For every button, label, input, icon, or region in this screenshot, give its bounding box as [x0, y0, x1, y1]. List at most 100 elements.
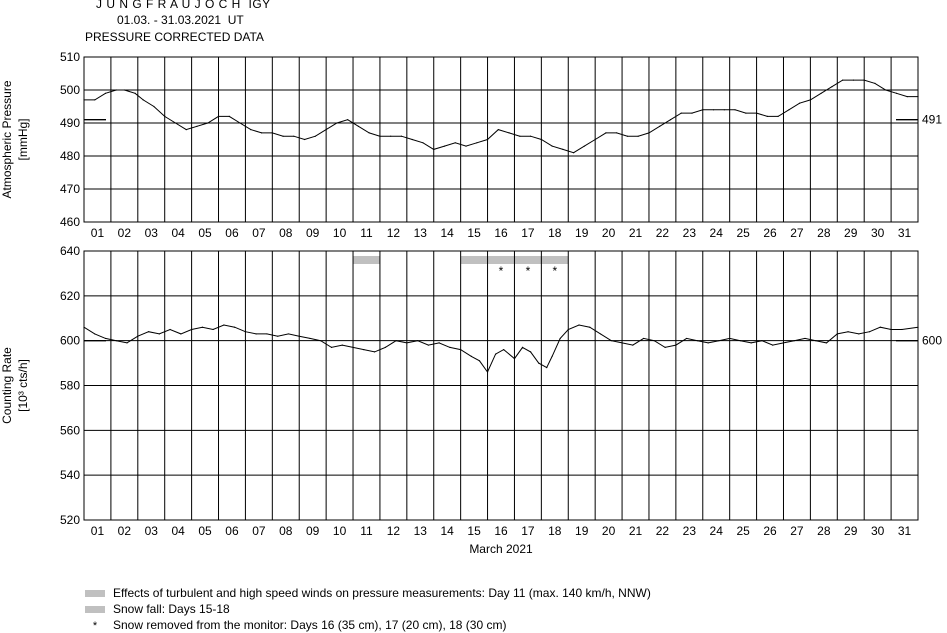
legend-wind-text: Effects of turbulent and high speed wind…	[113, 586, 651, 600]
pressure-data-point	[885, 89, 887, 91]
x-axis-label: March 2021	[469, 542, 533, 556]
snow-removed-marker: *	[499, 264, 504, 278]
counting-data-point	[341, 344, 343, 346]
shade-day-11	[353, 256, 380, 264]
pressure-data-point	[282, 135, 284, 137]
legend-removed-row: * Snow removed from the monitor: Days 16 …	[85, 618, 507, 632]
x-tick-label: 23	[683, 524, 697, 538]
pressure-data-point	[745, 112, 747, 114]
x-tick-label: 21	[629, 226, 643, 240]
pressure-data-point	[83, 99, 85, 101]
pressure-data-point	[766, 115, 768, 117]
counting-data-point	[529, 351, 532, 353]
pressure-data-point	[562, 148, 564, 150]
legend-snow-row: Snow fall: Days 15-18	[85, 602, 230, 616]
counting-data-point	[255, 333, 257, 335]
counting-data-point	[890, 328, 892, 331]
y-tick-label: 640	[60, 244, 80, 258]
pressure-data-point	[648, 132, 650, 134]
legend-wind-swatch	[85, 590, 105, 598]
x-tick-label: 17	[521, 226, 535, 240]
pressure-data-point	[476, 142, 478, 144]
counting-data-point	[653, 340, 655, 342]
counting-data-point	[126, 342, 128, 344]
x-tick-label: 05	[198, 524, 212, 538]
pressure-data-point	[734, 109, 736, 111]
counting-data-point	[158, 333, 160, 335]
legend-snow-swatch	[85, 606, 105, 614]
reference-label: 600	[922, 334, 942, 348]
counting-data-point	[642, 337, 645, 340]
counting-data-point	[610, 340, 612, 342]
counting-data-point	[244, 331, 247, 333]
counting-data-point	[599, 333, 602, 335]
pressure-data-point	[852, 79, 855, 81]
x-tick-label: 18	[548, 226, 562, 240]
x-tick-label: 20	[602, 524, 616, 538]
counting-data-point	[739, 340, 742, 342]
counting-yunit: [10³ cts/h]	[16, 359, 30, 412]
counting-data-point	[104, 337, 107, 340]
y-tick-label: 510	[60, 50, 80, 64]
x-tick-label: 22	[656, 524, 670, 538]
pressure-data-point	[659, 125, 661, 127]
x-tick-label: 09	[306, 226, 320, 240]
counting-data-point	[266, 333, 268, 335]
counting-data-point	[761, 340, 763, 342]
counting-data-point	[551, 355, 553, 357]
counting-data-point	[223, 324, 225, 326]
x-tick-label: 08	[279, 226, 293, 240]
pressure-data-point	[842, 79, 844, 81]
shade-day-18	[541, 256, 569, 264]
counting-data-point	[352, 346, 354, 348]
pressure-data-point	[347, 119, 349, 121]
pressure-data-point	[228, 115, 230, 117]
counting-data-point	[858, 333, 860, 335]
y-tick-label: 470	[60, 182, 80, 196]
pressure-data-point	[443, 145, 446, 147]
x-tick-label: 02	[118, 524, 132, 538]
x-tick-label: 24	[710, 226, 724, 240]
y-tick-label: 520	[60, 513, 80, 527]
legend-removed-text: Snow removed from the monitor: Days 16 (…	[113, 618, 507, 632]
pressure-ylabel: Atmospheric Pressure	[0, 80, 14, 198]
chart-subtitle: PRESSURE CORRECTED DATA	[85, 30, 264, 44]
pressure-data-point	[123, 89, 125, 91]
pressure-data-point	[540, 138, 542, 141]
pressure-data-point	[723, 109, 725, 111]
pressure-data-point	[486, 138, 489, 141]
x-tick-label: 10	[333, 524, 347, 538]
counting-ylabel: Counting Rate	[0, 347, 14, 424]
pressure-data-point	[293, 135, 295, 137]
pressure-data-point	[357, 125, 360, 127]
counting-data-point	[438, 342, 440, 344]
counting-data-point	[901, 328, 903, 331]
x-tick-label: 23	[683, 226, 697, 240]
x-tick-label: 14	[441, 524, 455, 538]
counting-data-point	[191, 328, 193, 331]
pressure-data-point	[164, 115, 166, 117]
x-tick-label: 21	[629, 524, 643, 538]
station-title: J U N G F R A U J O C H IGY	[96, 0, 271, 11]
pressure-data-point	[134, 92, 136, 94]
pressure-data-point	[519, 135, 521, 137]
reference-label: 491	[922, 113, 942, 127]
x-tick-label: 13	[414, 226, 428, 240]
counting-data-point	[847, 331, 849, 333]
counting-data-point	[513, 358, 516, 360]
x-tick-label: 09	[306, 524, 320, 538]
x-tick-label: 31	[898, 226, 912, 240]
y-tick-label: 540	[60, 468, 80, 482]
counting-data-point	[495, 353, 497, 355]
pressure-data-point	[605, 132, 607, 134]
pressure-data-point	[271, 132, 273, 134]
counting-data-point	[83, 326, 85, 328]
pressure-data-point	[712, 109, 715, 111]
pressure-data-point	[400, 135, 403, 137]
pressure-data-point	[874, 82, 876, 84]
x-tick-label: 03	[145, 226, 159, 240]
pressure-data-point	[680, 112, 682, 114]
x-tick-label: 07	[252, 226, 266, 240]
pressure-data-point	[529, 135, 532, 137]
pressure-data-point	[174, 122, 177, 124]
